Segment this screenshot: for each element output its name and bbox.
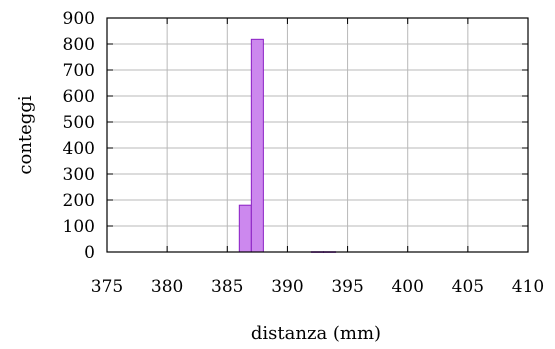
- tick-labels: 375 380 385 390 395 400 405 410 0 100 200 300 400 500…: [63, 9, 545, 297]
- y-tick-label: 400: [63, 139, 95, 159]
- x-tick-label: 390: [271, 277, 303, 297]
- y-axis-title: conteggi: [15, 95, 36, 174]
- y-tick-label: 0: [84, 243, 95, 263]
- y-tick-label: 200: [63, 191, 95, 211]
- x-tick-label: 380: [151, 277, 183, 297]
- x-tick-label: 405: [452, 277, 484, 297]
- y-tick-label: 300: [63, 165, 95, 185]
- x-tick-label: 385: [211, 277, 243, 297]
- y-tick-label: 700: [63, 61, 95, 81]
- x-tick-label: 375: [91, 277, 123, 297]
- y-tick-label: 800: [63, 35, 95, 55]
- x-tick-label: 400: [391, 277, 423, 297]
- y-tick-label: 600: [63, 87, 95, 107]
- histogram-bar: [238, 204, 252, 253]
- y-tick-label: 900: [63, 9, 95, 29]
- y-tick-label: 500: [63, 113, 95, 133]
- bars: [238, 38, 337, 253]
- x-axis-title: distanza (mm): [251, 323, 381, 344]
- axis-ticks: [106, 17, 529, 253]
- x-tick-label: 395: [331, 277, 363, 297]
- histogram-bar: [250, 38, 264, 253]
- plot-frame: [106, 17, 529, 253]
- y-tick-label: 100: [63, 217, 95, 237]
- x-tick-label: 410: [512, 277, 544, 297]
- grid-lines: [106, 17, 529, 253]
